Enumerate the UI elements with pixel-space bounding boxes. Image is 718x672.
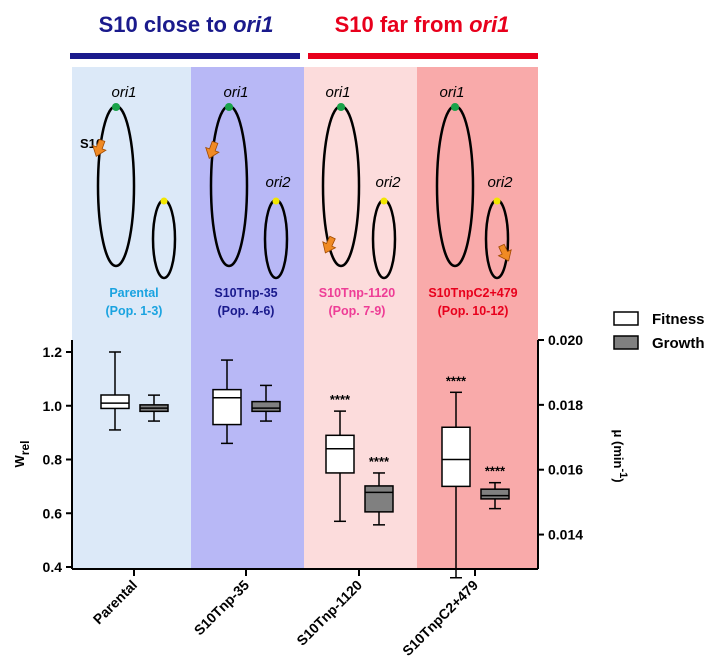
y-axis-title-main: W [12, 454, 27, 467]
box-iqr [251, 400, 281, 413]
y-tick-label-left: 1.2 [43, 344, 63, 360]
diagram-s10tnp-35: ori1 ori2 [205, 84, 291, 280]
header-left-prefix: S10 close to [99, 12, 234, 37]
y-axis-title-right: μ (min-1) [611, 429, 629, 482]
cond-pop-s10tnpc2-479: (Pop. 10-12) [438, 304, 509, 318]
y-tick-label-right: 0.018 [548, 397, 583, 413]
diagram-parental: ori1 S10 [80, 84, 177, 280]
legend-fitness-label: Fitness [652, 311, 705, 328]
ori1-dot [225, 103, 233, 111]
panel-bg-s10tnp-1120 [304, 67, 417, 569]
significance-label: **** [330, 392, 351, 407]
header-left: S10 close to ori1 [99, 12, 274, 37]
cond-name-s10tnp-35: S10Tnp-35 [214, 286, 277, 300]
box-iqr [325, 434, 355, 474]
ori1-dot [337, 103, 345, 111]
legend: Fitness Growth [613, 311, 705, 352]
cond-name-parental: Parental [109, 286, 158, 300]
cond-name-s10tnp-1120: S10Tnp-1120 [319, 286, 395, 300]
ori1-dot [451, 103, 459, 111]
s10-arrow-icon [205, 140, 220, 159]
growth-box [251, 384, 281, 422]
legend-growth-swatch [613, 335, 639, 350]
x-tick-label: Parental [90, 577, 140, 627]
box-iqr [441, 426, 471, 488]
ori2-dot [160, 197, 168, 205]
y-tick-label-left: 0.8 [43, 452, 63, 468]
y-ticks-left: 0.4 0.6 0.8 1.0 1.2 [43, 344, 72, 575]
x-ticks: Parental S10Tnp-35 S10Tnp-1120 S10TnpC2+479 [90, 569, 481, 659]
diagram-s10tnp-1120: ori1 ori2 [321, 84, 401, 280]
y-tick-label-right: 0.020 [548, 332, 583, 348]
significance-label: **** [369, 454, 390, 469]
ori1-label: ori1 [325, 84, 350, 101]
box-iqr [100, 394, 130, 410]
y-axis-title-left: Wrel [12, 441, 32, 468]
significance-label: **** [485, 464, 506, 479]
y2-title-suffix: ) [611, 478, 626, 482]
header-right-prefix: S10 far from [335, 12, 470, 37]
y-tick-label-left: 0.4 [43, 559, 63, 575]
cond-pop-s10tnp-1120: (Pop. 7-9) [329, 304, 386, 318]
y-tick-label-left: 0.6 [43, 505, 63, 521]
ori2-dot [380, 197, 388, 205]
cond-pop-parental: (Pop. 1-3) [106, 304, 163, 318]
ori2-label: ori2 [265, 174, 291, 191]
s10-arrow-icon [497, 243, 512, 262]
fitness-box [100, 351, 130, 431]
ori2-dot [493, 197, 501, 205]
fitness-box [212, 359, 242, 445]
box-iqr [212, 388, 242, 426]
growth-box [139, 394, 169, 422]
cond-pop-s10tnp-35: (Pop. 4-6) [218, 304, 275, 318]
y-axis-title-sub: rel [18, 441, 32, 456]
x-tick-label: S10Tnp-1120 [293, 577, 365, 649]
header-right-italic: ori1 [469, 12, 509, 37]
ori1-label: ori1 [111, 84, 136, 101]
ori1-label: ori1 [439, 84, 464, 101]
fitness-box: **** [325, 392, 355, 523]
x-tick-label: S10Tnp-35 [191, 577, 253, 639]
y2-title-sup: -1 [617, 468, 629, 478]
panel-bg-s10tnp-35 [191, 67, 304, 569]
header-right: S10 far from ori1 [335, 12, 510, 37]
header-left-italic: ori1 [233, 12, 273, 37]
x-tick-label: S10TnpC2+479 [399, 577, 481, 659]
diagram-s10tnpc2-479: ori1 ori2 [435, 84, 513, 280]
legend-growth-label: Growth [652, 335, 705, 352]
y-ticks-right: 0.014 0.016 0.018 0.020 [538, 332, 583, 543]
growth-box: **** [364, 454, 394, 526]
cond-name-s10tnpc2-479: S10TnpC2+479 [428, 286, 517, 300]
ori2-dot [272, 197, 280, 205]
y-tick-label-left: 1.0 [43, 398, 63, 414]
fitness-box: **** [441, 373, 471, 579]
y-tick-label-right: 0.016 [548, 462, 583, 478]
panel-bg-s10tnpc2-479 [417, 67, 538, 569]
s10-arrow-icon [322, 235, 337, 254]
y-tick-label-right: 0.014 [548, 527, 583, 543]
legend-fitness-swatch [613, 311, 639, 326]
box-iqr [364, 485, 394, 513]
boxplots: **** **** **** **** [100, 351, 510, 579]
y2-title-prefix: μ (min [611, 429, 626, 468]
growth-box: **** [480, 464, 510, 510]
ori1-dot [112, 103, 120, 111]
ori1-label: ori1 [223, 84, 248, 101]
s10-arrow-icon [92, 138, 107, 157]
box-iqr [480, 488, 510, 500]
significance-label: **** [446, 373, 467, 388]
ori2-label: ori2 [375, 174, 401, 191]
ori2-label: ori2 [487, 174, 513, 191]
